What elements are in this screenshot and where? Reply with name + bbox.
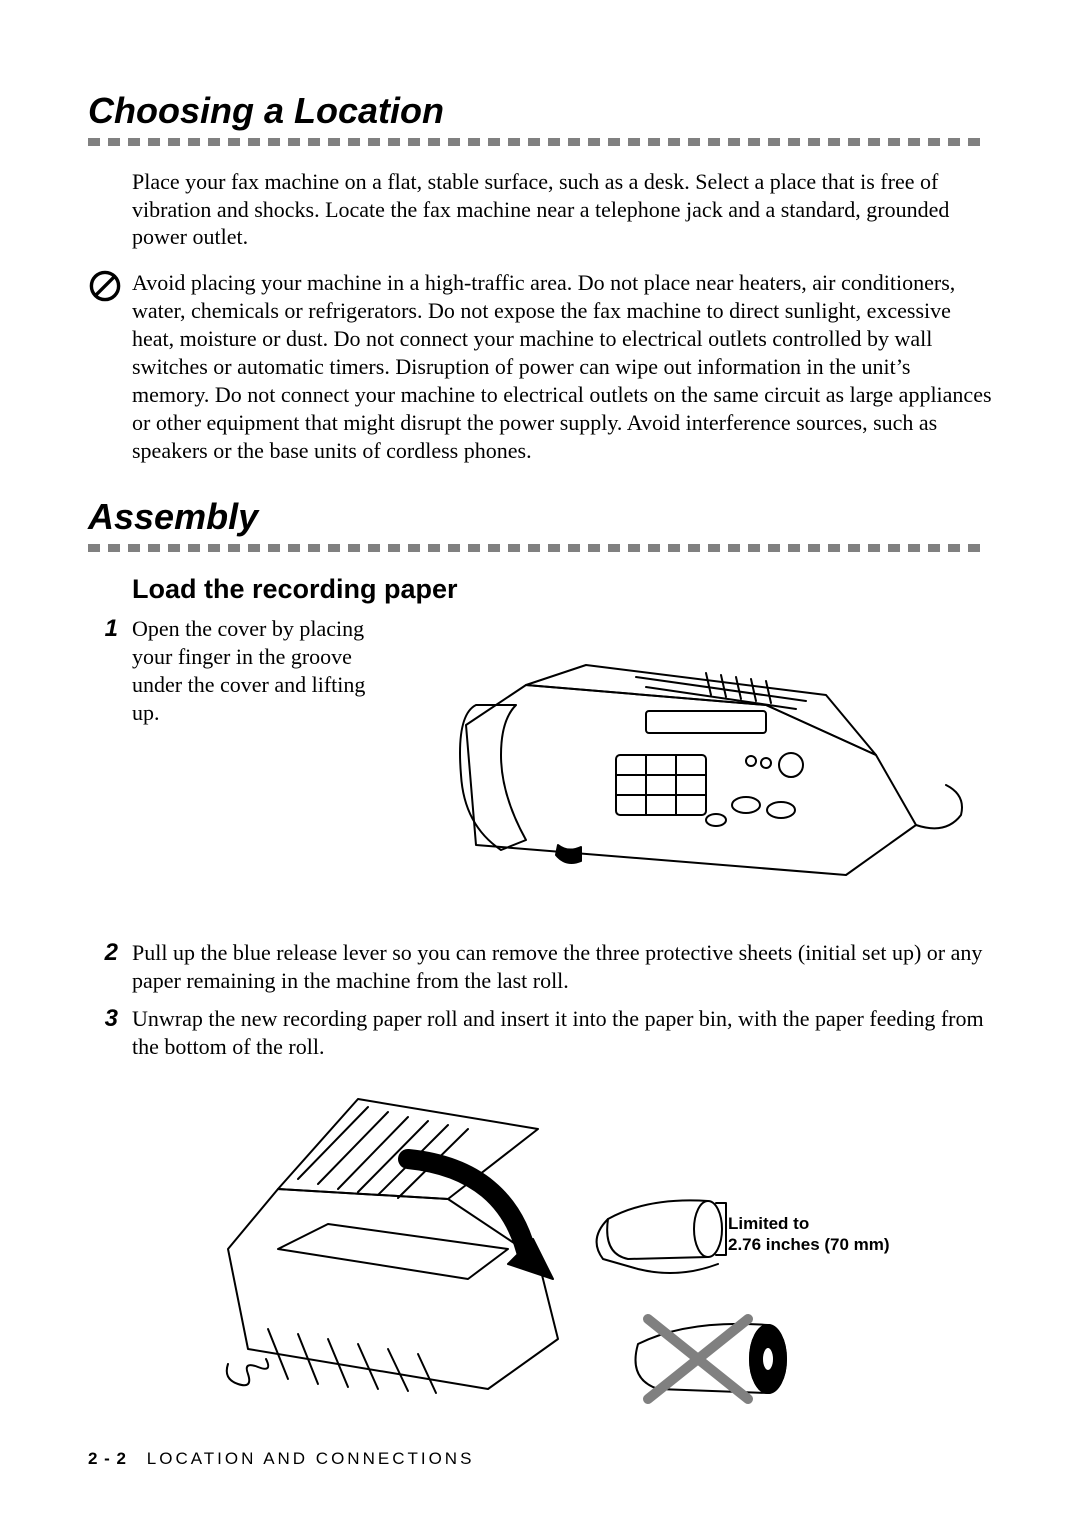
heading-assembly: Assembly bbox=[88, 496, 992, 538]
step-number: 2 bbox=[88, 939, 118, 968]
manual-page: Choosing a Location Place your fax machi… bbox=[0, 0, 1080, 1529]
roll-limit-label: Limited to 2.76 inches (70 mm) bbox=[728, 1214, 890, 1255]
step-1-text: Open the cover by placing your finger in… bbox=[132, 615, 392, 728]
step-3-row: 3 Unwrap the new recording paper roll an… bbox=[88, 1005, 992, 1061]
subheading-load-paper: Load the recording paper bbox=[132, 574, 992, 605]
intro-paragraph: Place your fax machine on a flat, stable… bbox=[132, 168, 992, 251]
chapter-title: LOCATION AND CONNECTIONS bbox=[147, 1449, 475, 1468]
caution-block: Avoid placing your machine in a high-tra… bbox=[88, 269, 992, 466]
step-number: 1 bbox=[88, 615, 118, 644]
limit-line-1: Limited to bbox=[728, 1214, 809, 1233]
step-1-row: 1 Open the cover by placing your finger … bbox=[88, 615, 992, 915]
limit-line-2: 2.76 inches (70 mm) bbox=[728, 1235, 890, 1254]
illustration-paper-roll: Limited to 2.76 inches (70 mm) bbox=[208, 1079, 928, 1429]
illustration-fax-open-cover bbox=[406, 615, 992, 915]
prohibit-icon bbox=[88, 269, 122, 303]
heading-rule bbox=[88, 138, 992, 148]
step-number: 3 bbox=[88, 1005, 118, 1034]
page-number: 2 - 2 bbox=[88, 1449, 127, 1468]
step-2-text: Pull up the blue release lever so you ca… bbox=[132, 939, 992, 995]
page-footer: 2 - 2 LOCATION AND CONNECTIONS bbox=[88, 1449, 474, 1469]
step-3-text: Unwrap the new recording paper roll and … bbox=[132, 1005, 992, 1061]
step-2-row: 2 Pull up the blue release lever so you … bbox=[88, 939, 992, 995]
caution-text: Avoid placing your machine in a high-tra… bbox=[132, 269, 992, 466]
heading-rule bbox=[88, 544, 992, 554]
heading-choosing-location: Choosing a Location bbox=[88, 90, 992, 132]
